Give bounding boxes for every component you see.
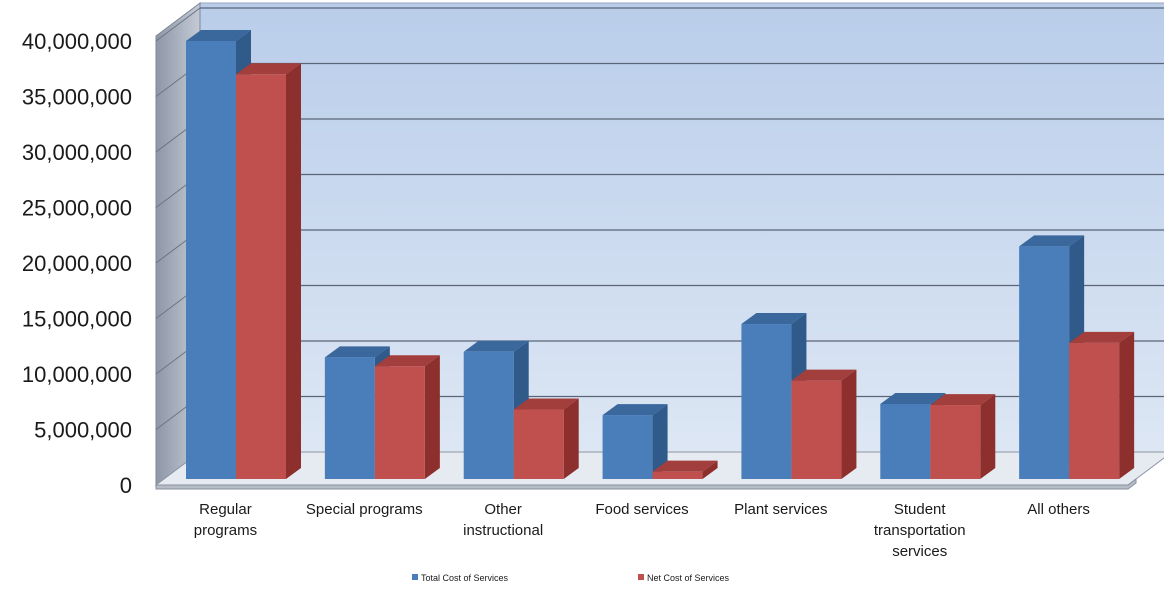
bar-side-face xyxy=(980,394,996,479)
bar-front-face xyxy=(463,351,514,479)
bar-front-face xyxy=(652,471,703,479)
bar-net xyxy=(374,355,440,479)
x-tick-label: Other xyxy=(484,501,522,518)
bar-net xyxy=(236,63,301,480)
legend-swatch xyxy=(638,574,644,580)
bar-top-face xyxy=(1019,235,1085,247)
y-tick-label: 0 xyxy=(120,473,132,498)
bar-top-face xyxy=(1069,331,1135,343)
bar-front-face xyxy=(513,409,564,479)
x-tick-label: Food services xyxy=(595,501,688,518)
y-tick-label: 5,000,000 xyxy=(34,418,132,443)
bar-front-face xyxy=(880,403,931,479)
bar-top-face xyxy=(880,392,946,404)
y-tick-label: 25,000,000 xyxy=(22,196,132,221)
floor-edge xyxy=(155,478,1137,490)
bar-front-face xyxy=(186,41,236,479)
y-tick-label: 10,000,000 xyxy=(22,362,132,387)
x-tick-label: Special programs xyxy=(306,501,423,518)
bar-front-face xyxy=(236,74,286,480)
bar-top-face xyxy=(324,346,390,358)
y-tick-label: 30,000,000 xyxy=(22,140,132,165)
bar-total xyxy=(602,404,668,479)
bar-net xyxy=(791,369,857,479)
bar-side-face xyxy=(1119,331,1135,479)
x-tick-label: Regular xyxy=(199,501,252,518)
bar-front-face xyxy=(374,366,425,479)
x-tick-label: All others xyxy=(1027,501,1090,518)
bar-front-face xyxy=(602,415,653,479)
x-tick-label: instructional xyxy=(463,522,543,539)
bar-top-face xyxy=(513,398,579,410)
bar-top-face xyxy=(463,340,529,352)
y-tick-label: 40,000,000 xyxy=(22,29,132,54)
x-tick-label: services xyxy=(892,543,947,560)
bar-top-face xyxy=(602,404,668,416)
legend-swatch xyxy=(412,574,418,580)
bar-top-face xyxy=(236,63,301,75)
y-tick-label: 35,000,000 xyxy=(22,85,132,110)
x-tick-label: programs xyxy=(194,522,257,539)
x-tick-label: transportation xyxy=(874,522,966,539)
bar-side-face xyxy=(841,369,857,479)
bar-top-face xyxy=(741,313,807,325)
bar-side-face xyxy=(286,63,301,480)
y-tick-label: 15,000,000 xyxy=(22,307,132,332)
bar-net xyxy=(930,394,996,479)
bar-top-face xyxy=(186,30,251,41)
bar-top-face xyxy=(374,355,440,367)
bar-side-face xyxy=(652,404,668,479)
bar-top-face xyxy=(791,369,857,381)
bar-side-face xyxy=(702,460,718,479)
bar-front-face xyxy=(324,357,375,479)
bar-side-face xyxy=(563,398,579,479)
bar-front-face xyxy=(741,324,792,479)
bar-top-face xyxy=(652,460,718,472)
x-tick-label: Plant services xyxy=(734,501,827,518)
bar-side-face xyxy=(424,355,440,479)
x-tick-label: Student xyxy=(894,501,947,518)
y-tick-label: 20,000,000 xyxy=(22,251,132,276)
legend-label: Total Cost of Services xyxy=(421,573,509,583)
legend-label: Net Cost of Services xyxy=(647,573,730,583)
bar-front-face xyxy=(1069,342,1120,479)
bar-front-face xyxy=(1019,246,1070,479)
bar-net xyxy=(513,398,579,479)
bar-front-face xyxy=(791,380,842,479)
bar-net xyxy=(652,460,718,479)
gridline-side xyxy=(155,7,201,42)
bar-front-face xyxy=(930,405,981,479)
bar-net xyxy=(1069,331,1135,479)
bar-top-face xyxy=(930,394,996,406)
